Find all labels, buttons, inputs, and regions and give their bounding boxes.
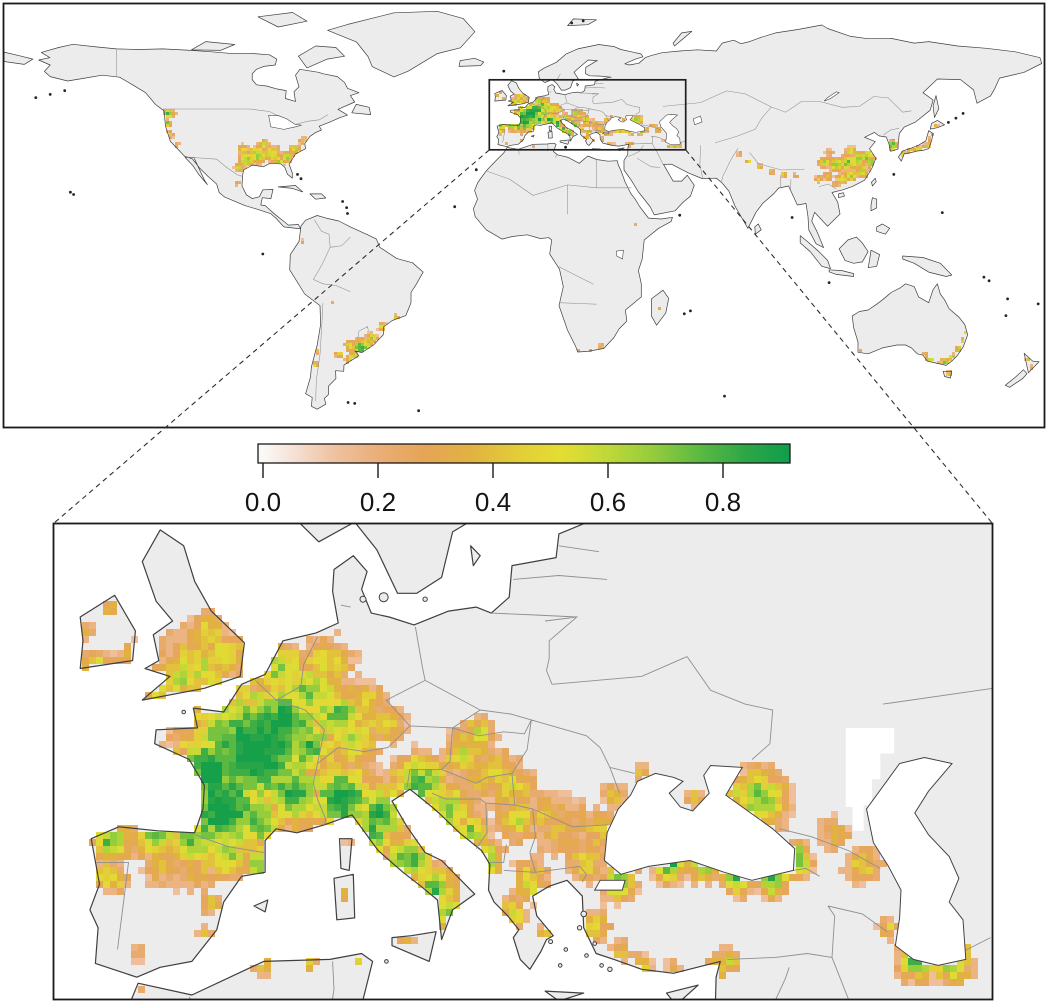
country-borders: [96, 545, 992, 999]
suitability-raster: [163, 91, 1033, 376]
zoom-extent-rectangle: [488, 78, 687, 151]
colorbar-tick-label: 0.8: [705, 487, 741, 517]
no-data-region: [845, 727, 895, 831]
small-islands: [181, 592, 613, 972]
colorbar-tick-label: 0.6: [590, 487, 626, 517]
connector-line-left: [53, 149, 490, 524]
europe-map: [54, 524, 992, 999]
europe-map-frame: [52, 522, 994, 1001]
colorbar-tick-label: 0.0: [245, 487, 281, 517]
world-map-frame: [2, 2, 1046, 429]
country-borders: [116, 48, 912, 402]
coastlines: [4, 10, 1043, 410]
world-map: [4, 4, 1044, 427]
colorbar-gradient-bar: [257, 443, 791, 464]
colorbar-tick-label: 0.4: [475, 487, 511, 517]
colorbar-tick-label: 0.2: [360, 487, 396, 517]
small-islands: [34, 19, 1040, 413]
inland-waters: [268, 91, 840, 260]
coastlines: [79, 524, 721, 999]
colorbar-ticks: [262, 463, 724, 478]
inland-waters: [593, 757, 967, 966]
colorbar: 0.0 0.2 0.4 0.6 0.8: [245, 443, 791, 517]
